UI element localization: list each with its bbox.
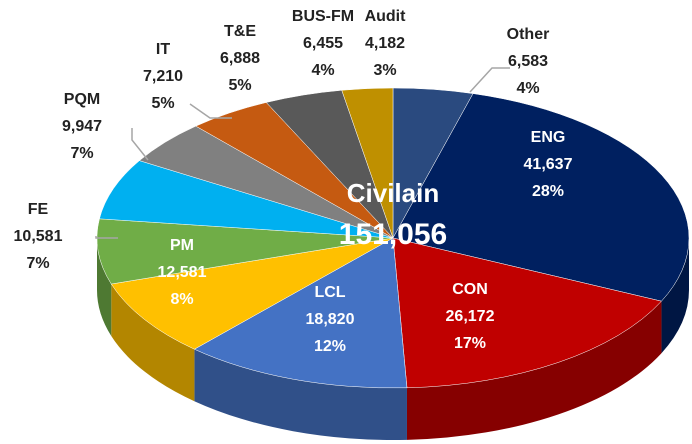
value-label: 6,583 xyxy=(508,53,548,70)
percent-label: 4% xyxy=(516,80,539,97)
slice xyxy=(110,237,394,350)
category-label: FE xyxy=(28,201,49,218)
labels: Civilain 151,056 Other 6,583 4% ENG 41,637 28… xyxy=(14,8,573,355)
leader-line xyxy=(189,103,232,119)
slice xyxy=(392,93,690,302)
value-label: 6,888 xyxy=(220,50,260,67)
leader-line xyxy=(95,236,118,239)
value-label: 41,637 xyxy=(524,156,573,173)
value-label: 9,947 xyxy=(62,118,102,135)
slice xyxy=(193,237,408,389)
percent-label: 17% xyxy=(454,335,486,352)
slice xyxy=(341,87,394,239)
value-label: 6,455 xyxy=(303,35,343,52)
category-label: ENG xyxy=(531,129,566,146)
slice-side xyxy=(661,238,689,354)
value-label: 4,182 xyxy=(365,35,405,52)
center-total: 151,056 xyxy=(339,218,447,251)
pie-top xyxy=(96,87,690,389)
value-label: 26,172 xyxy=(446,308,495,325)
slice xyxy=(392,237,662,389)
slice-side xyxy=(97,238,112,337)
category-label: PQM xyxy=(64,91,100,108)
percent-label: 28% xyxy=(532,183,564,200)
leader-line xyxy=(469,67,510,93)
percent-label: 4% xyxy=(311,62,334,79)
percent-label: 5% xyxy=(228,77,251,94)
percent-label: 5% xyxy=(151,95,174,112)
category-label: LCL xyxy=(314,284,345,301)
slice-side xyxy=(111,284,195,402)
slice xyxy=(99,160,394,239)
category-label: BUS-FM xyxy=(292,8,354,25)
value-label: 12,581 xyxy=(158,264,207,281)
category-label: Audit xyxy=(365,8,407,25)
value-label: 10,581 xyxy=(14,228,63,245)
category-label: PM xyxy=(170,237,194,254)
category-label: T&E xyxy=(224,23,256,40)
slice xyxy=(96,218,394,285)
percent-label: 12% xyxy=(314,338,346,355)
value-label: 7,210 xyxy=(143,68,183,85)
leader-line xyxy=(131,128,149,161)
percent-label: 3% xyxy=(373,62,396,79)
center-title: Civilain xyxy=(347,178,439,208)
percent-label: 7% xyxy=(70,145,93,162)
category-label: CON xyxy=(452,281,488,298)
pie-rim xyxy=(97,238,689,441)
slice-side xyxy=(194,349,407,441)
slice-side xyxy=(406,301,662,440)
value-label: 18,820 xyxy=(306,311,355,328)
category-label: Other xyxy=(507,26,550,43)
percent-label: 7% xyxy=(26,255,49,272)
percent-label: 8% xyxy=(170,291,193,308)
category-label: IT xyxy=(156,41,170,58)
